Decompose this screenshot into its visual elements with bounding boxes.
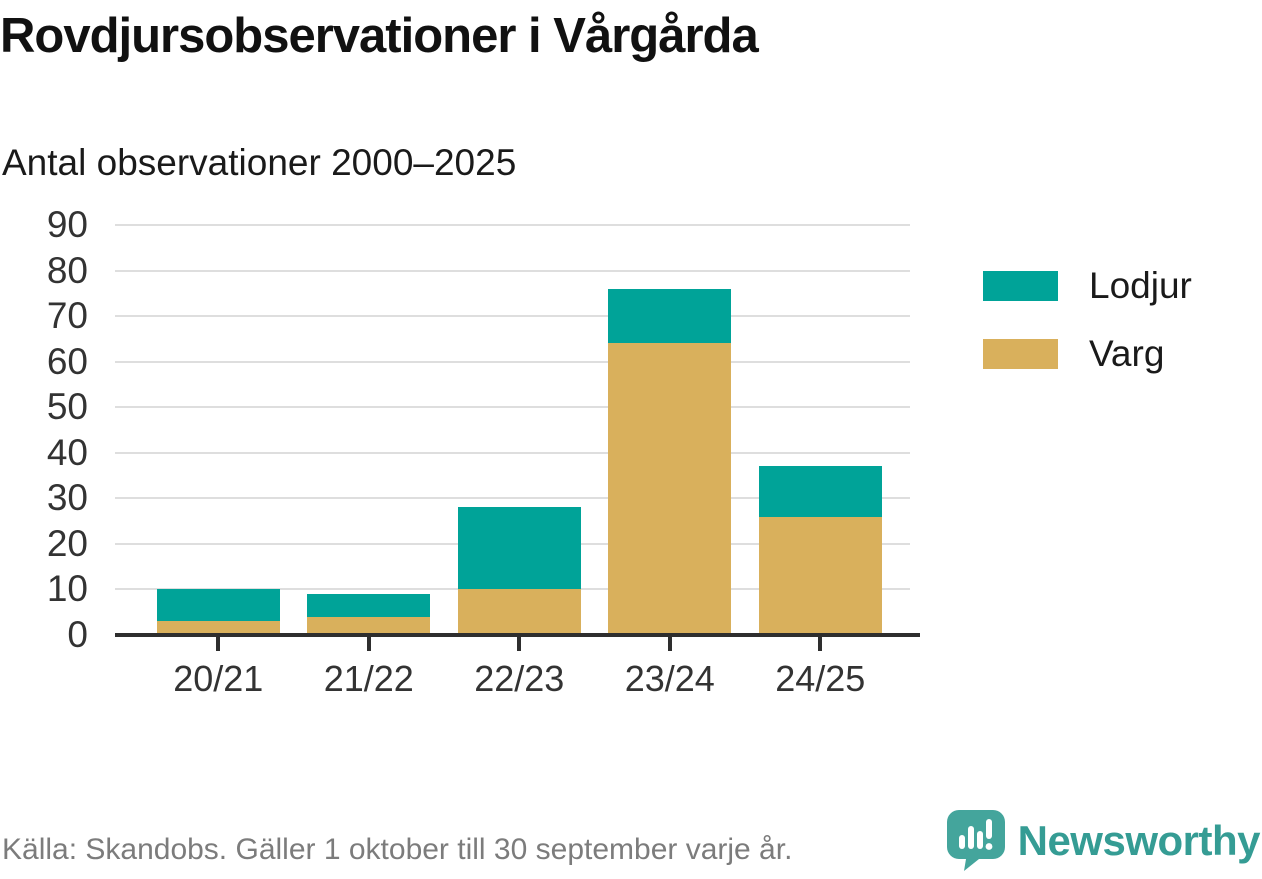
- x-axis-labels: 20/21 21/22 22/23 23/24 24/25: [115, 658, 920, 702]
- gridline-40: [115, 451, 910, 454]
- legend-label-varg: Varg: [1089, 333, 1165, 374]
- legend-item-lodjur: Lodjur: [983, 265, 1192, 307]
- x-tick-label-20-21: 20/21: [173, 658, 264, 699]
- bar-segment-varg-20-21: [156, 621, 280, 635]
- gridline-50: [115, 406, 910, 409]
- x-tick-20-21: [216, 637, 221, 651]
- y-axis-labels: 0 10 20 30 40 50 60 70 80 90: [0, 205, 88, 655]
- gridline-90: [115, 224, 910, 226]
- x-tick-22-23: [517, 637, 522, 651]
- legend-item-varg: Varg: [983, 333, 1192, 375]
- bar-segment-varg-23-24: [608, 343, 732, 635]
- bar-segment-lodjur-23-24: [608, 288, 732, 344]
- chart-subtitle: Antal observationer 2000–2025: [2, 142, 517, 183]
- y-tick-label-20: 20: [46, 522, 88, 564]
- brand-name: Newsworthy: [1017, 816, 1261, 864]
- legend-swatch-lodjur: [983, 271, 1058, 301]
- y-tick-label-80: 80: [46, 249, 88, 291]
- bar-segment-varg-24-25: [758, 516, 882, 635]
- y-tick-label-0: 0: [67, 614, 88, 655]
- x-tick-24-25: [818, 637, 823, 651]
- newsworthy-logo-icon: [946, 810, 1005, 871]
- legend-label-lodjur: Lodjur: [1089, 265, 1192, 306]
- bar-segment-lodjur-20-21: [156, 589, 280, 622]
- x-tick-label-21-22: 21/22: [323, 658, 414, 699]
- y-tick-label-60: 60: [46, 340, 88, 382]
- plot-area: [115, 224, 920, 637]
- source-note: Källa: Skandobs. Gäller 1 oktober till 3…: [2, 833, 793, 866]
- y-tick-label-10: 10: [46, 568, 88, 610]
- x-tick-label-22-23: 22/23: [474, 658, 565, 699]
- gridline-80: [115, 269, 910, 272]
- brand: Newsworthy: [946, 810, 1261, 871]
- gridline-70: [115, 315, 910, 318]
- bar-segment-lodjur-21-22: [307, 594, 431, 617]
- y-tick-label-40: 40: [46, 431, 88, 473]
- x-axis-ticks: [115, 637, 920, 653]
- y-tick-label-50: 50: [46, 386, 88, 428]
- bar-segment-varg-22-23: [457, 589, 581, 635]
- bar-segment-lodjur-22-23: [457, 507, 581, 590]
- bar-segment-varg-21-22: [307, 616, 431, 635]
- bar-segment-lodjur-24-25: [758, 466, 882, 517]
- x-tick-21-22: [366, 637, 371, 651]
- legend: Lodjur Varg: [983, 265, 1192, 401]
- y-tick-label-30: 30: [46, 477, 88, 519]
- y-tick-label-70: 70: [46, 295, 88, 337]
- x-tick-label-23-24: 23/24: [624, 658, 715, 699]
- y-tick-label-90: 90: [46, 204, 88, 245]
- x-tick-label-24-25: 24/25: [775, 658, 866, 699]
- gridline-60: [115, 360, 910, 363]
- gridline-30: [115, 497, 910, 500]
- x-axis-line: [115, 633, 920, 637]
- x-tick-23-24: [667, 637, 672, 651]
- chart-title: Rovdjursobservationer i Vårgårda: [0, 9, 759, 63]
- legend-swatch-varg: [983, 339, 1058, 369]
